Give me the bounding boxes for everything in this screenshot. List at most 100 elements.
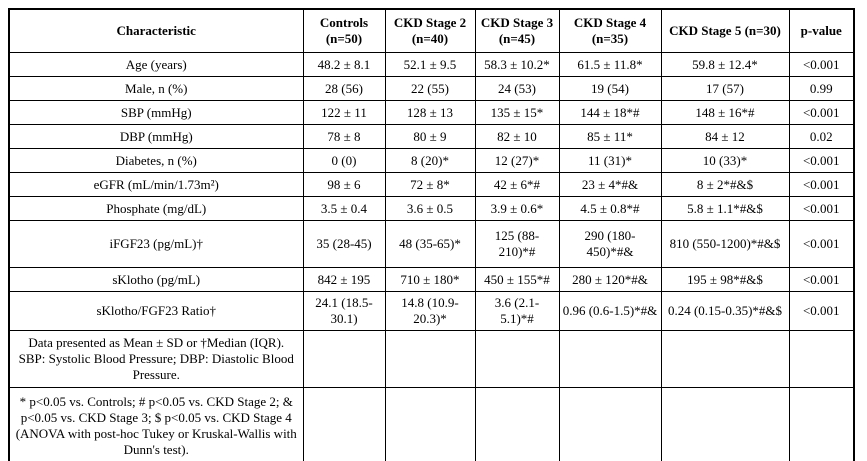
- value-cell: 19 (54): [558, 76, 662, 101]
- empty-cell: [788, 387, 855, 461]
- value-cell: 82 ± 10: [474, 124, 560, 149]
- table-row: sKlotho/FGF23 Ratio† 24.1 (18.5-30.1) 14.8…: [8, 291, 855, 331]
- characteristics-table: Characteristic Controls (n=50) CKD Stage…: [8, 8, 855, 461]
- empty-cell: [474, 330, 560, 388]
- table-row: iFGF23 (pg/mL)† 35 (28-45) 48 (35-65)* 125 …: [8, 220, 855, 268]
- value-cell: 84 ± 12: [660, 124, 790, 149]
- value-cell: 10 (33)*: [660, 148, 790, 173]
- value-cell: 59.8 ± 12.4*: [660, 52, 790, 77]
- table-header: Characteristic Controls (n=50) CKD Stage…: [8, 8, 855, 53]
- p-value-cell: <0.001: [788, 100, 855, 125]
- value-cell: 128 ± 13: [384, 100, 476, 125]
- value-cell: 80 ± 9: [384, 124, 476, 149]
- header-p-value: p-value: [788, 8, 855, 53]
- p-value-cell: <0.001: [788, 291, 855, 331]
- footnote-row: Data presented as Mean ± SD or †Median (…: [8, 330, 855, 388]
- value-cell: 0.24 (0.15-0.35)*#&$: [660, 291, 790, 331]
- empty-cell: [558, 330, 662, 388]
- value-cell: 450 ± 155*#: [474, 267, 560, 292]
- p-value-cell: <0.001: [788, 267, 855, 292]
- header-ckd-stage-4: CKD Stage 4 (n=35): [558, 8, 662, 53]
- footnote-text: Data presented as Mean ± SD or †Median (…: [8, 330, 304, 388]
- table-row: sKlotho (pg/mL) 842 ± 195 710 ± 180* 450 ± …: [8, 267, 855, 292]
- value-cell: 72 ± 8*: [384, 172, 476, 197]
- table-row: Phosphate (mg/dL) 3.5 ± 0.4 3.6 ± 0.5 3.9 ±…: [8, 196, 855, 221]
- empty-cell: [384, 330, 476, 388]
- row-label: DBP (mmHg): [8, 124, 304, 149]
- row-label: iFGF23 (pg/mL)†: [8, 220, 304, 268]
- value-cell: 14.8 (10.9-20.3)*: [384, 291, 476, 331]
- header-ckd-stage-2: CKD Stage 2 (n=40): [384, 8, 476, 53]
- value-cell: 290 (180-450)*#&: [558, 220, 662, 268]
- value-cell: 42 ± 6*#: [474, 172, 560, 197]
- p-value-cell: <0.001: [788, 172, 855, 197]
- table-row: Male, n (%) 28 (56) 22 (55) 24 (53) 19 (54) 1…: [8, 76, 855, 101]
- value-cell: 24.1 (18.5-30.1): [302, 291, 386, 331]
- value-cell: 12 (27)*: [474, 148, 560, 173]
- value-cell: 3.5 ± 0.4: [302, 196, 386, 221]
- value-cell: 78 ± 8: [302, 124, 386, 149]
- table-row: Diabetes, n (%) 0 (0) 8 (20)* 12 (27)* 11 (3…: [8, 148, 855, 173]
- value-cell: 3.6 ± 0.5: [384, 196, 476, 221]
- p-value-cell: 0.02: [788, 124, 855, 149]
- table-row: DBP (mmHg) 78 ± 8 80 ± 9 82 ± 10 85 ± 11* 84 …: [8, 124, 855, 149]
- p-value-cell: 0.99: [788, 76, 855, 101]
- footnote-row: * p<0.05 vs. Controls; # p<0.05 vs. CKD …: [8, 387, 855, 461]
- header-controls: Controls (n=50): [302, 8, 386, 53]
- value-cell: 8 ± 2*#&$: [660, 172, 790, 197]
- row-label: Age (years): [8, 52, 304, 77]
- value-cell: 195 ± 98*#&$: [660, 267, 790, 292]
- value-cell: 58.3 ± 10.2*: [474, 52, 560, 77]
- value-cell: 3.9 ± 0.6*: [474, 196, 560, 221]
- value-cell: 125 (88-210)*#: [474, 220, 560, 268]
- empty-cell: [788, 330, 855, 388]
- table-body: Age (years) 48.2 ± 8.1 52.1 ± 9.5 58.3 ± 10…: [8, 52, 855, 461]
- value-cell: 122 ± 11: [302, 100, 386, 125]
- header-ckd-stage-3: CKD Stage 3 (n=45): [474, 8, 560, 53]
- row-label: SBP (mmHg): [8, 100, 304, 125]
- row-label: Phosphate (mg/dL): [8, 196, 304, 221]
- row-label: sKlotho/FGF23 Ratio†: [8, 291, 304, 331]
- value-cell: 48 (35-65)*: [384, 220, 476, 268]
- footnote-text: * p<0.05 vs. Controls; # p<0.05 vs. CKD …: [8, 387, 304, 461]
- value-cell: 3.6 (2.1-5.1)*#: [474, 291, 560, 331]
- value-cell: 17 (57): [660, 76, 790, 101]
- p-value-cell: <0.001: [788, 196, 855, 221]
- value-cell: 23 ± 4*#&: [558, 172, 662, 197]
- p-value-cell: <0.001: [788, 148, 855, 173]
- value-cell: 98 ± 6: [302, 172, 386, 197]
- value-cell: 810 (550-1200)*#&$: [660, 220, 790, 268]
- value-cell: 52.1 ± 9.5: [384, 52, 476, 77]
- value-cell: 85 ± 11*: [558, 124, 662, 149]
- empty-cell: [660, 387, 790, 461]
- empty-cell: [302, 330, 386, 388]
- table-header-row: Characteristic Controls (n=50) CKD Stage…: [8, 8, 855, 53]
- p-value-cell: <0.001: [788, 220, 855, 268]
- p-value-cell: <0.001: [788, 52, 855, 77]
- value-cell: 28 (56): [302, 76, 386, 101]
- table-row: Age (years) 48.2 ± 8.1 52.1 ± 9.5 58.3 ± 10…: [8, 52, 855, 77]
- value-cell: 280 ± 120*#&: [558, 267, 662, 292]
- header-characteristic: Characteristic: [8, 8, 304, 53]
- empty-cell: [660, 330, 790, 388]
- value-cell: 48.2 ± 8.1: [302, 52, 386, 77]
- empty-cell: [474, 387, 560, 461]
- row-label: Male, n (%): [8, 76, 304, 101]
- value-cell: 4.5 ± 0.8*#: [558, 196, 662, 221]
- value-cell: 148 ± 16*#: [660, 100, 790, 125]
- value-cell: 35 (28-45): [302, 220, 386, 268]
- value-cell: 24 (53): [474, 76, 560, 101]
- value-cell: 61.5 ± 11.8*: [558, 52, 662, 77]
- row-label: Diabetes, n (%): [8, 148, 304, 173]
- table-row: SBP (mmHg) 122 ± 11 128 ± 13 135 ± 15* 144 ±…: [8, 100, 855, 125]
- value-cell: 0.96 (0.6-1.5)*#&: [558, 291, 662, 331]
- value-cell: 8 (20)*: [384, 148, 476, 173]
- empty-cell: [558, 387, 662, 461]
- value-cell: 22 (55): [384, 76, 476, 101]
- table-row: eGFR (mL/min/1.73m²) 98 ± 6 72 ± 8* 42 ± 6*…: [8, 172, 855, 197]
- value-cell: 144 ± 18*#: [558, 100, 662, 125]
- value-cell: 0 (0): [302, 148, 386, 173]
- value-cell: 710 ± 180*: [384, 267, 476, 292]
- empty-cell: [384, 387, 476, 461]
